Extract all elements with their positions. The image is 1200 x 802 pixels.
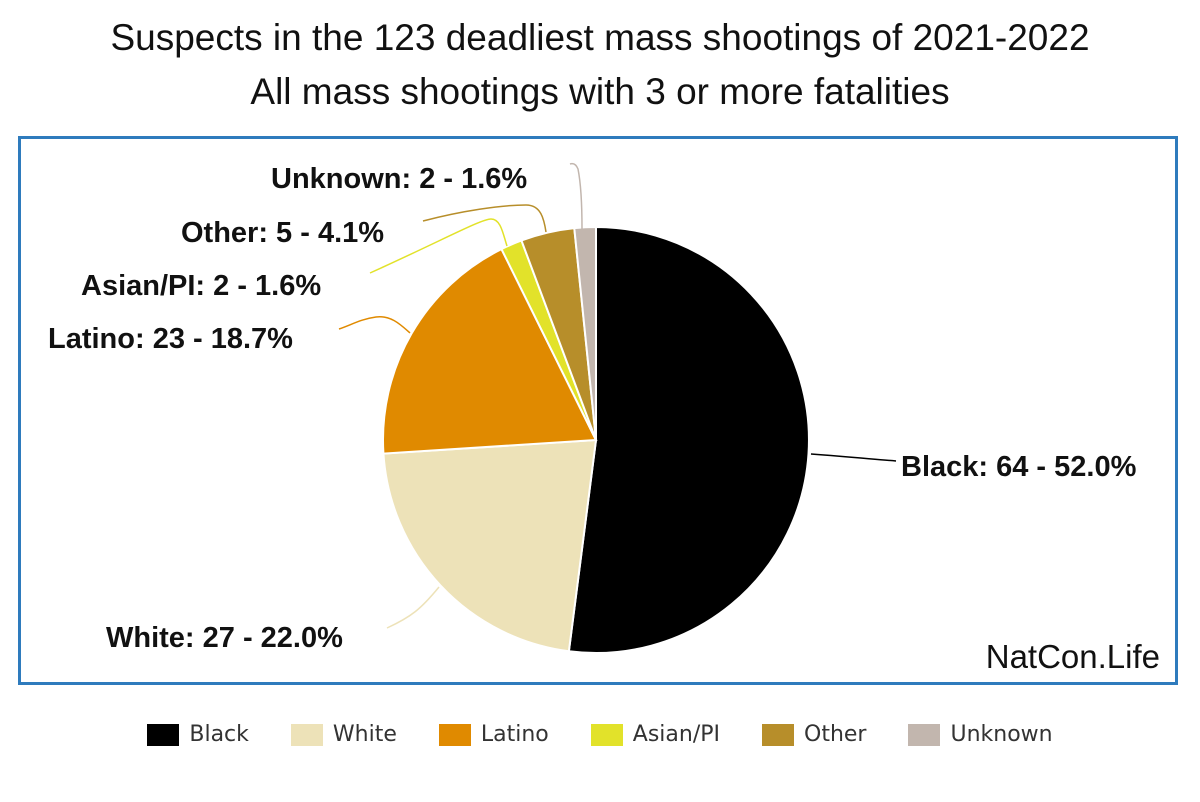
legend-item-latino: Latino — [438, 722, 549, 747]
legend-item-white: White — [290, 722, 397, 747]
legend-item-unknown: Unknown — [908, 722, 1053, 747]
pie-slice-unknown — [573, 225, 597, 441]
pie-slice-latino — [382, 247, 598, 455]
data-label-other: Other: 5 - 4.1% — [181, 217, 384, 249]
data-label-unknown: Unknown: 2 - 1.6% — [271, 163, 527, 195]
legend-label: Unknown — [950, 722, 1053, 747]
legend-swatch — [762, 723, 794, 746]
data-label-white: White: 27 - 22.0% — [106, 622, 343, 654]
legend-label: Asian/PI — [632, 722, 720, 747]
pie-slice-black — [567, 225, 810, 654]
leader-line-other — [422, 204, 547, 233]
legend-label: White — [332, 722, 397, 747]
data-label-asian-pi: Asian/PI: 2 - 1.6% — [81, 270, 321, 302]
watermark: NatCon.Life — [985, 638, 1160, 675]
data-label-latino: Latino: 23 - 18.7% — [48, 323, 293, 355]
chart-area: Black: 64 - 52.0% White: 27 - 22.0% Latino… — [18, 136, 1178, 685]
legend-swatch — [147, 723, 180, 746]
legend: Black White Latino Asian/PI Other Unknown — [0, 722, 1200, 747]
legend-label: Black — [189, 722, 249, 747]
legend-swatch — [438, 723, 471, 746]
legend-label: Other — [804, 722, 867, 747]
legend-swatch — [908, 723, 941, 746]
legend-swatch — [290, 723, 323, 746]
legend-swatch — [590, 723, 623, 746]
legend-item-black: Black — [147, 722, 249, 747]
legend-label: Latino — [480, 722, 549, 747]
leader-line-black — [810, 453, 897, 462]
chart-subtitle: All mass shootings with 3 or more fatali… — [250, 71, 950, 112]
data-label-black: Black: 64 - 52.0% — [901, 451, 1137, 483]
leader-line-latino — [338, 316, 411, 334]
chart-title: Suspects in the 123 deadliest mass shoot… — [110, 17, 1090, 58]
legend-item-other: Other — [762, 722, 866, 747]
pie-chart: Black: 64 - 52.0% White: 27 - 22.0% Latino… — [48, 162, 1137, 654]
leader-line-unknown — [569, 162, 583, 230]
leader-line-white — [386, 586, 440, 629]
leader-line-asian-pi — [369, 218, 508, 274]
legend-item-asian-pi: Asian/PI — [590, 722, 720, 747]
pie-slice-white — [382, 438, 598, 653]
